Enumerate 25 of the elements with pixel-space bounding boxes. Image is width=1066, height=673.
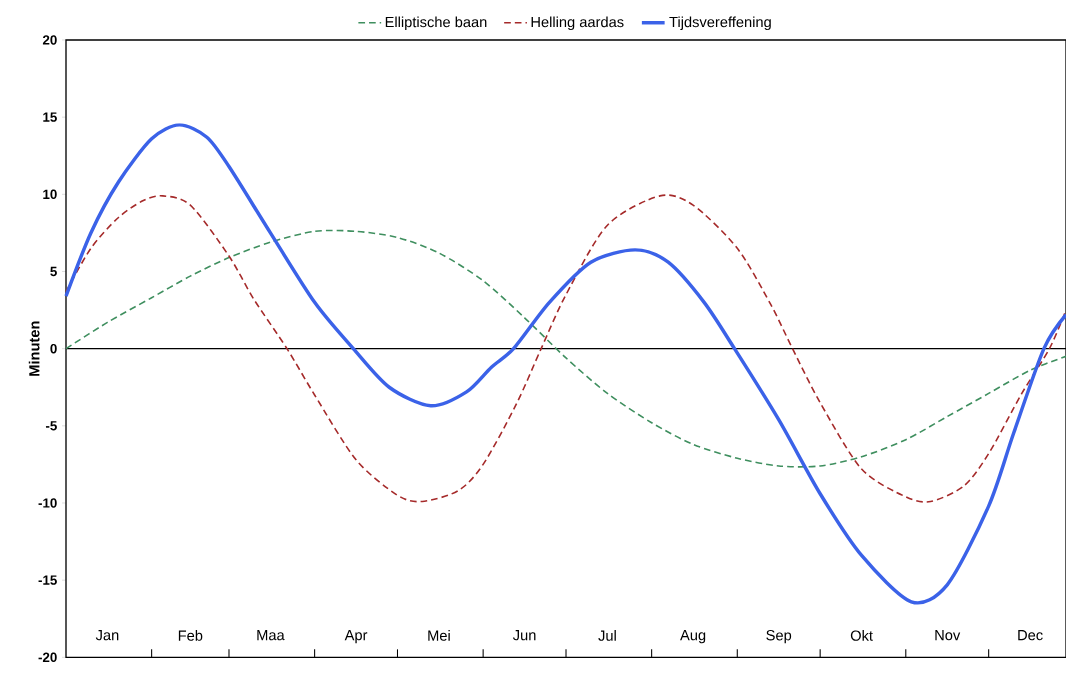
x-tick-label: Jan — [95, 629, 119, 641]
y-tick-label: 15 — [43, 112, 57, 122]
y-tick-label: -5 — [45, 421, 57, 431]
y-tick-label: 5 — [50, 266, 57, 276]
x-tick-label: Apr — [344, 629, 368, 644]
y-tick-label: 10 — [43, 189, 57, 199]
x-tick-label: Mei — [428, 629, 450, 641]
y-tick-label: 20 — [42, 35, 57, 45]
x-tick-label: Nov — [935, 629, 961, 641]
x-tick-label: Jun — [512, 629, 536, 641]
legend-label: Tijdsvereffening — [669, 16, 771, 30]
x-tick-label: Sep — [766, 629, 792, 644]
x-tick-label: Maa — [257, 629, 285, 641]
y-axis-title: Minuten — [28, 321, 40, 376]
y-tick-label: -10 — [38, 498, 57, 508]
x-tick-label: Jul — [598, 629, 616, 641]
x-tick-label: Dec — [1018, 629, 1043, 641]
legend-label: Elliptische baan — [385, 16, 487, 30]
x-tick-label: Okt — [850, 629, 873, 641]
y-tick-label: -15 — [38, 575, 57, 585]
x-tick-label: Aug — [680, 629, 706, 644]
x-tick-label: Feb — [178, 629, 203, 641]
y-tick-label: -20 — [38, 652, 57, 662]
legend-label: Helling aardas — [531, 16, 624, 30]
y-tick-label: 0 — [50, 343, 57, 354]
